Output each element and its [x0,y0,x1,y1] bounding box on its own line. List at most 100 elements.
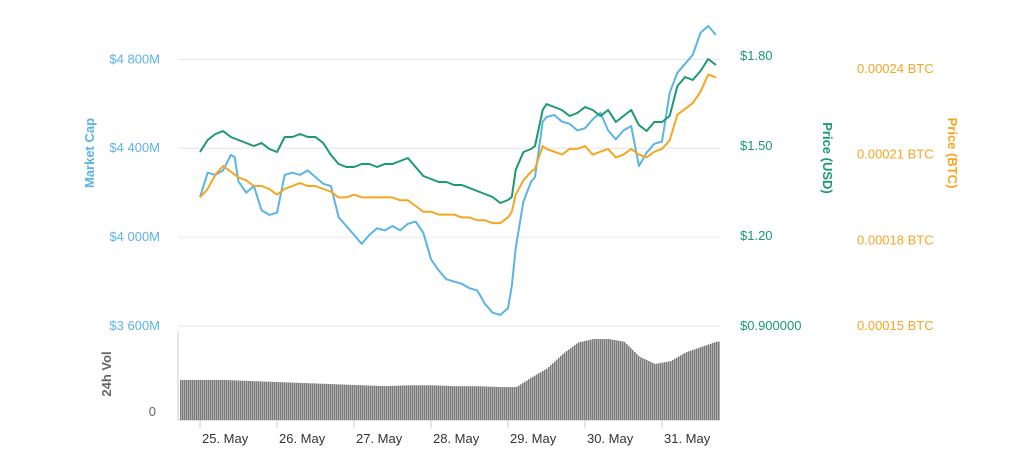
volume-bar [180,379,182,420]
volume-bar [674,358,676,420]
volume-bar [662,362,664,420]
volume-bar [552,363,554,420]
volume-bar [628,346,630,420]
volume-bar [526,380,528,420]
volume-bar [420,385,422,420]
volume-bar [640,357,642,420]
volume-bar [284,382,286,420]
volume-bar [202,379,204,420]
market-cap-tick-label: $3 600M [109,318,160,333]
volume-bar [310,383,312,420]
volume-bar [610,339,612,420]
volume-bar [274,381,276,420]
volume-bar [658,363,660,420]
volume-bar [644,359,646,420]
volume-bar [710,343,712,420]
volume-bar [448,385,450,420]
volume-bar [648,361,650,420]
volume-bar [684,352,686,420]
volume-bar [578,342,580,420]
volume-bar [540,372,542,420]
volume-bar [198,379,200,420]
volume-bar [380,385,382,420]
volume-bar [516,386,518,420]
volume-bar [368,385,370,420]
volume-bar [472,386,474,420]
volume-bar [282,382,284,420]
volume-bar [192,379,194,420]
volume-bar [256,381,258,420]
volume-bar [316,383,318,420]
volume-bar [414,385,416,420]
volume-bar [416,385,418,420]
volume-bar [278,382,280,420]
volume-bar [248,380,250,420]
volume-bar [706,345,708,420]
volume-bar [576,343,578,420]
volume-bar [562,354,564,420]
volume-bar [616,340,618,420]
volume-bar [470,386,472,420]
volume-bar [204,379,206,420]
volume-bar [548,366,550,420]
volume-bar [188,379,190,420]
volume-bar [570,348,572,420]
volume-bar [208,379,210,420]
volume-bar [588,340,590,420]
volume-bar [708,344,710,420]
volume-bar [718,341,720,420]
volume-bar [250,380,252,420]
volume-bar [680,355,682,420]
volume-bar [216,379,218,420]
volume-bar [596,339,598,420]
volume-bar [230,380,232,420]
volume-bar [542,370,544,420]
axis-labels: $3 600M $4 000M $4 400M $4 800M $0.900000 $1.… [109,48,933,446]
volume-bar [666,361,668,420]
price-usd-tick-label: $0.900000 [740,318,801,333]
price-btc-tick-label: 0.00021 BTC [857,147,934,162]
volume-bar [498,386,500,420]
volume-bar [338,384,340,420]
volume-bar [594,339,596,420]
volume-bar [322,383,324,420]
volume-bar [580,341,582,420]
volume-bar [424,385,426,420]
volume-bar [406,385,408,420]
volume-axis-title: 24h Vol [99,351,114,396]
volume-bar [366,385,368,420]
volume-bar [462,386,464,420]
volume-bar [404,385,406,420]
volume-bar [200,379,202,420]
volume-bar [582,341,584,420]
volume-bar [360,385,362,420]
volume-bar [694,349,696,420]
volume-bar [280,382,282,420]
volume-bar [532,376,534,420]
volume-bar [466,386,468,420]
volume-bar [698,347,700,420]
volume-bar [536,374,538,420]
volume-bar [686,352,688,420]
volume-bar [530,377,532,420]
volume-bar [196,379,198,420]
volume-bar [292,382,294,420]
volume-bar [590,339,592,420]
price-btc-tick-label: 0.00015 BTC [857,318,934,333]
volume-bar [296,382,298,420]
volume-bar [430,385,432,420]
volume-bar [452,386,454,420]
volume-bar [376,385,378,420]
volume-bar [412,385,414,420]
volume-bar [572,346,574,420]
volume-bar [356,385,358,420]
volume-bar [182,379,184,420]
volume-bar [534,375,536,420]
volume-bar [276,381,278,420]
volume-bar [682,354,684,420]
volume-bars [180,339,720,420]
volume-bar [340,384,342,420]
volume-bar [238,380,240,420]
volume-bar [482,386,484,420]
market-cap-line [199,25,717,316]
